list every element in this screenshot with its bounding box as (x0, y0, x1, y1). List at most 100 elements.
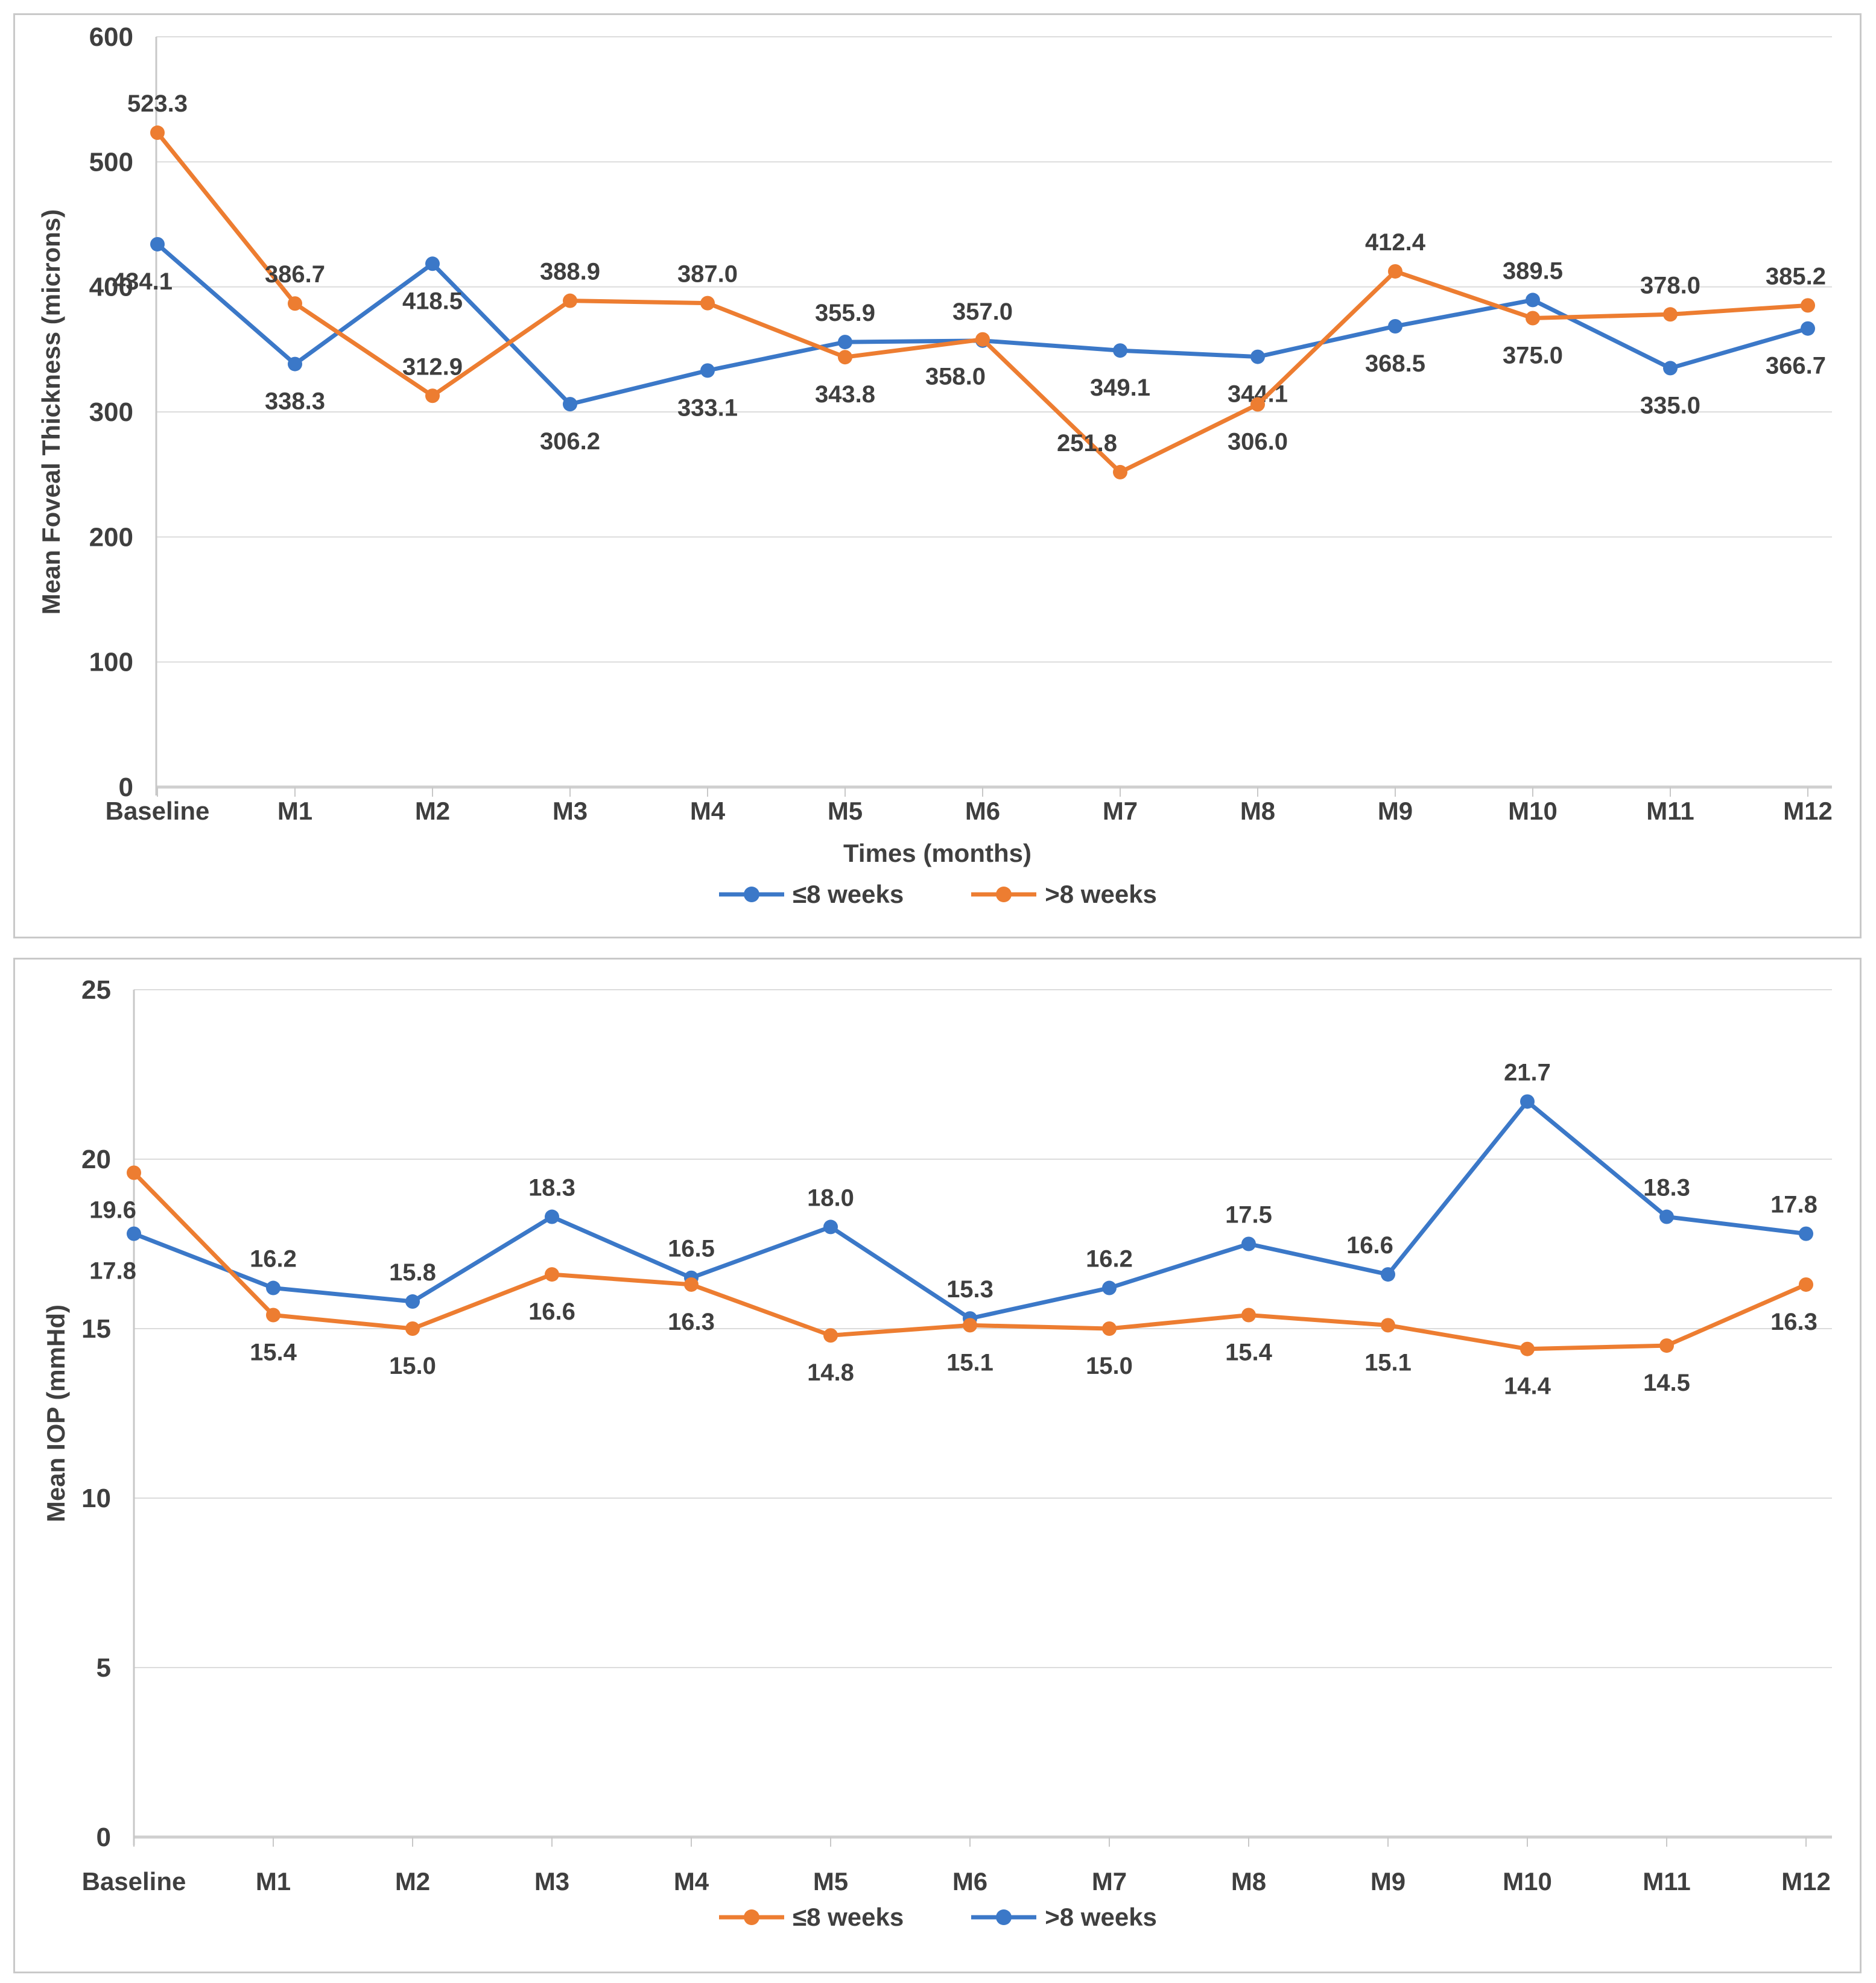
x-category-label: M6 (965, 797, 1000, 825)
y-axis-title: Mean Foveal Thickness (microns) (37, 209, 65, 615)
data-point (838, 350, 852, 365)
data-point-label: 306.0 (1228, 429, 1288, 455)
data-point-label: 368.5 (1365, 350, 1425, 377)
x-category-label: M10 (1508, 797, 1558, 825)
legend-label: ≤8 weeks (793, 880, 904, 908)
y-tick-label: 20 (81, 1145, 111, 1174)
data-point (1799, 1277, 1813, 1292)
x-category-label: M5 (813, 1867, 848, 1896)
data-point (1659, 1209, 1674, 1224)
data-point (1663, 307, 1678, 322)
data-point-label: 19.6 (89, 1197, 136, 1223)
data-point (1250, 397, 1265, 412)
foveal-thickness-plot: 0 100 200 300 400 500 600 Baseline M1 M2 M3 M4 M5 M6 M… (89, 22, 1833, 825)
data-point (266, 1308, 280, 1323)
data-point-label: 16.2 (1086, 1246, 1133, 1273)
y-tick-label: 15 (81, 1314, 111, 1344)
data-point-label: 18.3 (1643, 1175, 1690, 1201)
data-point-label: 18.3 (528, 1175, 575, 1201)
data-point (1241, 1308, 1256, 1323)
data-point (1526, 311, 1540, 326)
data-point (288, 296, 302, 311)
data-point (684, 1277, 699, 1292)
data-point-label: 378.0 (1640, 272, 1700, 299)
data-point-label: 14.5 (1643, 1370, 1690, 1396)
data-point-label: 18.0 (807, 1184, 854, 1211)
data-point (1250, 349, 1265, 364)
data-point (1388, 318, 1402, 334)
data-point-label: 14.4 (1504, 1373, 1551, 1400)
legend-line-marker-icon (719, 887, 785, 902)
data-point (1388, 264, 1402, 279)
data-point (838, 335, 852, 350)
x-category-label: Baseline (106, 797, 210, 825)
data-point-label: 312.9 (402, 353, 463, 380)
x-category-label: M3 (553, 797, 588, 825)
data-point-label: 16.6 (528, 1298, 575, 1325)
data-point-label: 523.3 (127, 90, 188, 117)
data-point-label: 15.1 (1364, 1349, 1412, 1376)
x-category-label: M10 (1503, 1867, 1552, 1896)
y-tick-label: 100 (89, 648, 133, 677)
data-point (963, 1318, 977, 1333)
x-category-label: M9 (1378, 797, 1413, 825)
data-point (545, 1267, 559, 1282)
legend-label: >8 weeks (1045, 880, 1157, 908)
data-point (405, 1294, 420, 1309)
data-point (266, 1280, 280, 1295)
x-category-label: M11 (1646, 797, 1694, 825)
iop-plot: 0 5 10 15 20 25 Baseline M1 M2 M3 M4 M5 M6 M7 M8 M9 M10 M… (81, 975, 1832, 1896)
y-tick-label: 600 (89, 22, 133, 52)
data-point (1520, 1341, 1535, 1356)
data-point (288, 356, 302, 372)
data-point-label: 388.9 (540, 259, 600, 285)
data-point (150, 236, 165, 251)
data-point (1113, 343, 1127, 358)
data-point (545, 1209, 559, 1224)
y-tick-label: 200 (89, 522, 133, 552)
data-point-label: 17.5 (1225, 1202, 1272, 1229)
legend-item: >8 weeks (970, 880, 1157, 909)
x-category-label: M11 (1643, 1867, 1690, 1896)
data-point-label: 357.0 (952, 299, 1013, 325)
x-category-label: M12 (1781, 1867, 1831, 1896)
legend-item: ≤8 weeks (718, 1903, 904, 1932)
data-point-label: 251.8 (1057, 430, 1117, 457)
y-tick-label: 5 (97, 1653, 111, 1683)
data-point-label: 355.9 (815, 300, 875, 326)
data-point (1526, 293, 1540, 308)
data-point (1102, 1321, 1117, 1336)
legend-item: >8 weeks (970, 1903, 1157, 1932)
x-category-label: M5 (828, 797, 863, 825)
data-point (823, 1219, 838, 1235)
data-point-label: 16.5 (668, 1236, 715, 1262)
legend-line-marker-icon (971, 1909, 1037, 1925)
data-point (127, 1165, 141, 1180)
x-category-label: M2 (395, 1867, 430, 1896)
x-category-label: Baseline (82, 1867, 186, 1896)
data-point-label: 358.0 (925, 364, 986, 390)
data-point (563, 293, 577, 308)
data-point (1799, 1226, 1813, 1241)
data-point-label: 15.8 (389, 1259, 436, 1286)
data-point (700, 363, 715, 378)
x-category-label: M7 (1092, 1867, 1127, 1896)
data-point-label: 333.1 (677, 394, 738, 421)
data-point (127, 1226, 141, 1241)
y-tick-label: 10 (81, 1484, 111, 1513)
data-point (1381, 1267, 1395, 1282)
x-category-label: M4 (674, 1867, 709, 1896)
x-axis-title: Times (months) (843, 839, 1031, 867)
data-point-label: 412.4 (1365, 229, 1426, 256)
data-point-label: 15.4 (250, 1339, 297, 1366)
data-point-label: 386.7 (265, 261, 325, 288)
data-point-label: 343.8 (815, 381, 875, 408)
legend-line-marker-icon (719, 1909, 785, 1925)
data-point (405, 1321, 420, 1336)
y-tick-label: 400 (89, 273, 133, 302)
y-tick-label: 0 (119, 773, 133, 802)
data-point-label: 14.8 (807, 1359, 854, 1386)
data-point (1113, 464, 1127, 479)
data-point (700, 296, 715, 311)
data-point-label: 16.3 (1770, 1309, 1817, 1335)
